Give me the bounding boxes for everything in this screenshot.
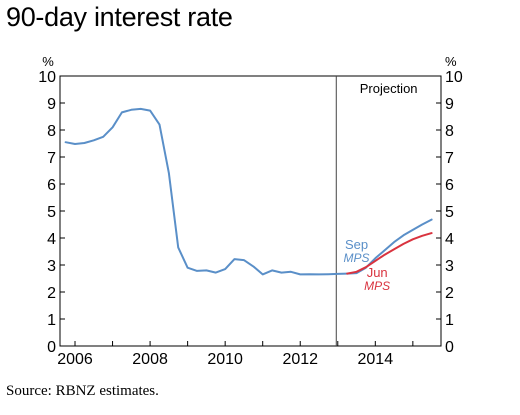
y-tick-label-right: 5 bbox=[445, 204, 454, 221]
source-note: Source: RBNZ estimates. bbox=[6, 383, 159, 399]
x-tick-label: 2010 bbox=[207, 351, 243, 368]
y-unit-right: % bbox=[445, 54, 457, 69]
y-tick-label-left: 3 bbox=[47, 258, 56, 275]
series-label-sep-sub: MPS bbox=[344, 251, 370, 265]
y-tick-label-right: 0 bbox=[445, 339, 454, 356]
y-tick-label-right: 2 bbox=[445, 285, 454, 302]
y-tick-label-right: 6 bbox=[445, 177, 454, 194]
chart-title: 90-day interest rate bbox=[6, 2, 233, 32]
line-chart: 0 0 1 1 2 2 3 3 4 4 5 5 6 6 7 7 8 8 9 9 10 10% % 2006 2008 2010 20… bbox=[38, 54, 463, 368]
projection-marker: Projection bbox=[335, 76, 418, 346]
projection-label: Projection bbox=[360, 81, 418, 96]
y-tick-label-right: 9 bbox=[445, 96, 454, 113]
series-line-sep bbox=[64, 107, 433, 276]
series-label-jun: Jun bbox=[367, 265, 388, 280]
y-unit-left: % bbox=[42, 54, 54, 69]
y-tick-label-left: 0 bbox=[47, 339, 56, 356]
y-tick-label-left: 1 bbox=[47, 312, 56, 329]
x-tick-label: 2006 bbox=[57, 351, 93, 368]
y-tick-label-left: 8 bbox=[47, 123, 56, 140]
y-tick-label-right: 4 bbox=[445, 231, 454, 248]
x-tick-label: 2014 bbox=[358, 351, 394, 368]
y-tick-label-right: 8 bbox=[445, 123, 454, 140]
y-tick-label-left: 6 bbox=[47, 177, 56, 194]
y-tick-label-right: 3 bbox=[445, 258, 454, 275]
series-label-jun-sub: MPS bbox=[364, 279, 390, 293]
series-lines bbox=[64, 107, 433, 276]
y-tick-label-left: 5 bbox=[47, 204, 56, 221]
series-label-sep: Sep bbox=[345, 237, 368, 252]
y-tick-label-left: 4 bbox=[47, 231, 56, 248]
y-tick-label-right: 10 bbox=[445, 69, 463, 86]
y-tick-label-right: 1 bbox=[445, 312, 454, 329]
y-tick-label-right: 7 bbox=[445, 150, 454, 167]
plot-frame bbox=[59, 75, 442, 347]
axes: 0 0 1 1 2 2 3 3 4 4 5 5 6 6 7 7 8 8 9 9 10 10% % 2006 2008 2010 20… bbox=[38, 54, 463, 368]
y-tick-label-left: 7 bbox=[47, 150, 56, 167]
x-tick-label: 2008 bbox=[132, 351, 168, 368]
x-tick-label: 2012 bbox=[282, 351, 318, 368]
y-tick-label-left: 10 bbox=[38, 69, 56, 86]
y-tick-label-left: 9 bbox=[47, 96, 56, 113]
y-tick-label-left: 2 bbox=[47, 285, 56, 302]
series-line-jun bbox=[346, 232, 433, 275]
